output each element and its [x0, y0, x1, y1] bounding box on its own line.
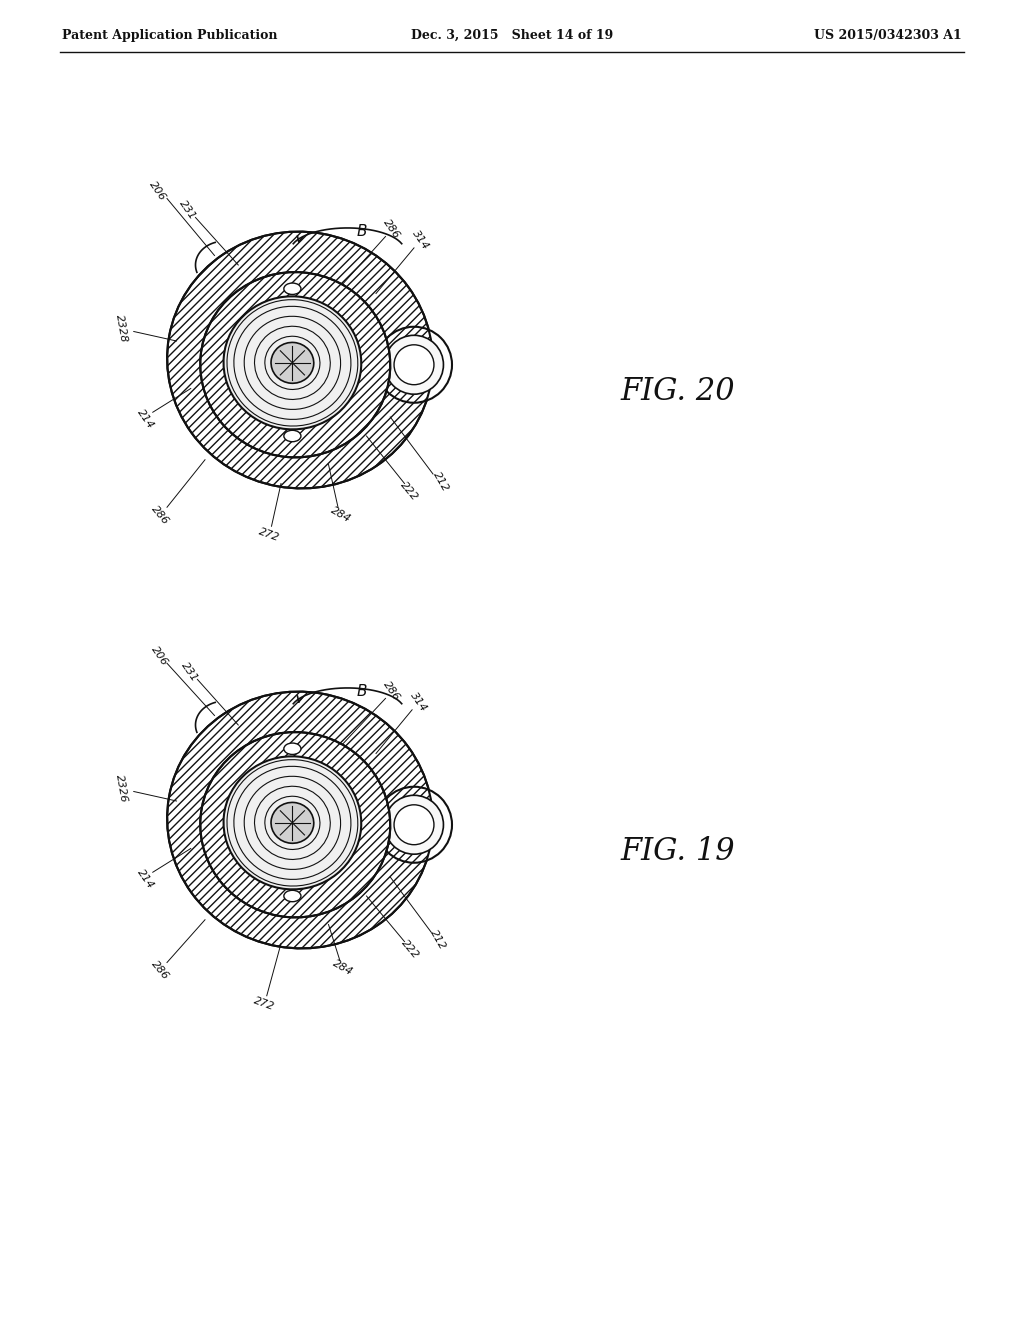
- Text: 314: 314: [411, 228, 431, 252]
- Text: 212: 212: [428, 928, 447, 952]
- Ellipse shape: [201, 733, 390, 917]
- Text: Dec. 3, 2015   Sheet 14 of 19: Dec. 3, 2015 Sheet 14 of 19: [411, 29, 613, 42]
- Text: 206: 206: [147, 180, 168, 202]
- Ellipse shape: [284, 430, 301, 442]
- Text: 2328: 2328: [114, 314, 129, 343]
- Ellipse shape: [223, 756, 361, 890]
- Text: B: B: [357, 224, 368, 239]
- Ellipse shape: [201, 272, 390, 458]
- Ellipse shape: [271, 803, 313, 843]
- Text: 284: 284: [329, 506, 352, 524]
- Text: FIG. 20: FIG. 20: [620, 376, 734, 407]
- Ellipse shape: [376, 787, 452, 863]
- Ellipse shape: [385, 335, 443, 395]
- Text: 222: 222: [398, 479, 420, 503]
- Ellipse shape: [223, 296, 361, 429]
- Ellipse shape: [167, 692, 433, 948]
- Text: B: B: [357, 685, 368, 700]
- Ellipse shape: [394, 345, 434, 384]
- Text: 206: 206: [150, 644, 170, 668]
- Text: 222: 222: [399, 937, 421, 961]
- Text: 231: 231: [178, 198, 198, 222]
- Ellipse shape: [385, 795, 443, 854]
- Text: 286: 286: [150, 958, 171, 982]
- Text: 272: 272: [252, 997, 275, 1012]
- Text: 284: 284: [331, 958, 354, 978]
- Text: 214: 214: [135, 408, 156, 430]
- Ellipse shape: [167, 231, 433, 488]
- Ellipse shape: [284, 890, 301, 902]
- Text: 286: 286: [381, 680, 401, 702]
- Text: US 2015/0342303 A1: US 2015/0342303 A1: [814, 29, 962, 42]
- Text: 286: 286: [150, 503, 171, 527]
- Ellipse shape: [271, 342, 313, 383]
- Ellipse shape: [376, 327, 452, 403]
- Text: 231: 231: [179, 660, 200, 684]
- Ellipse shape: [284, 743, 301, 755]
- Ellipse shape: [284, 282, 301, 294]
- Text: 212: 212: [431, 470, 451, 494]
- Text: 272: 272: [257, 527, 281, 543]
- Text: FIG. 19: FIG. 19: [620, 836, 734, 867]
- Text: 2326: 2326: [114, 774, 129, 804]
- Text: 214: 214: [135, 867, 156, 891]
- Text: Patent Application Publication: Patent Application Publication: [62, 29, 278, 42]
- Text: 286: 286: [381, 218, 401, 240]
- Text: 314: 314: [409, 690, 429, 714]
- Ellipse shape: [394, 805, 434, 845]
